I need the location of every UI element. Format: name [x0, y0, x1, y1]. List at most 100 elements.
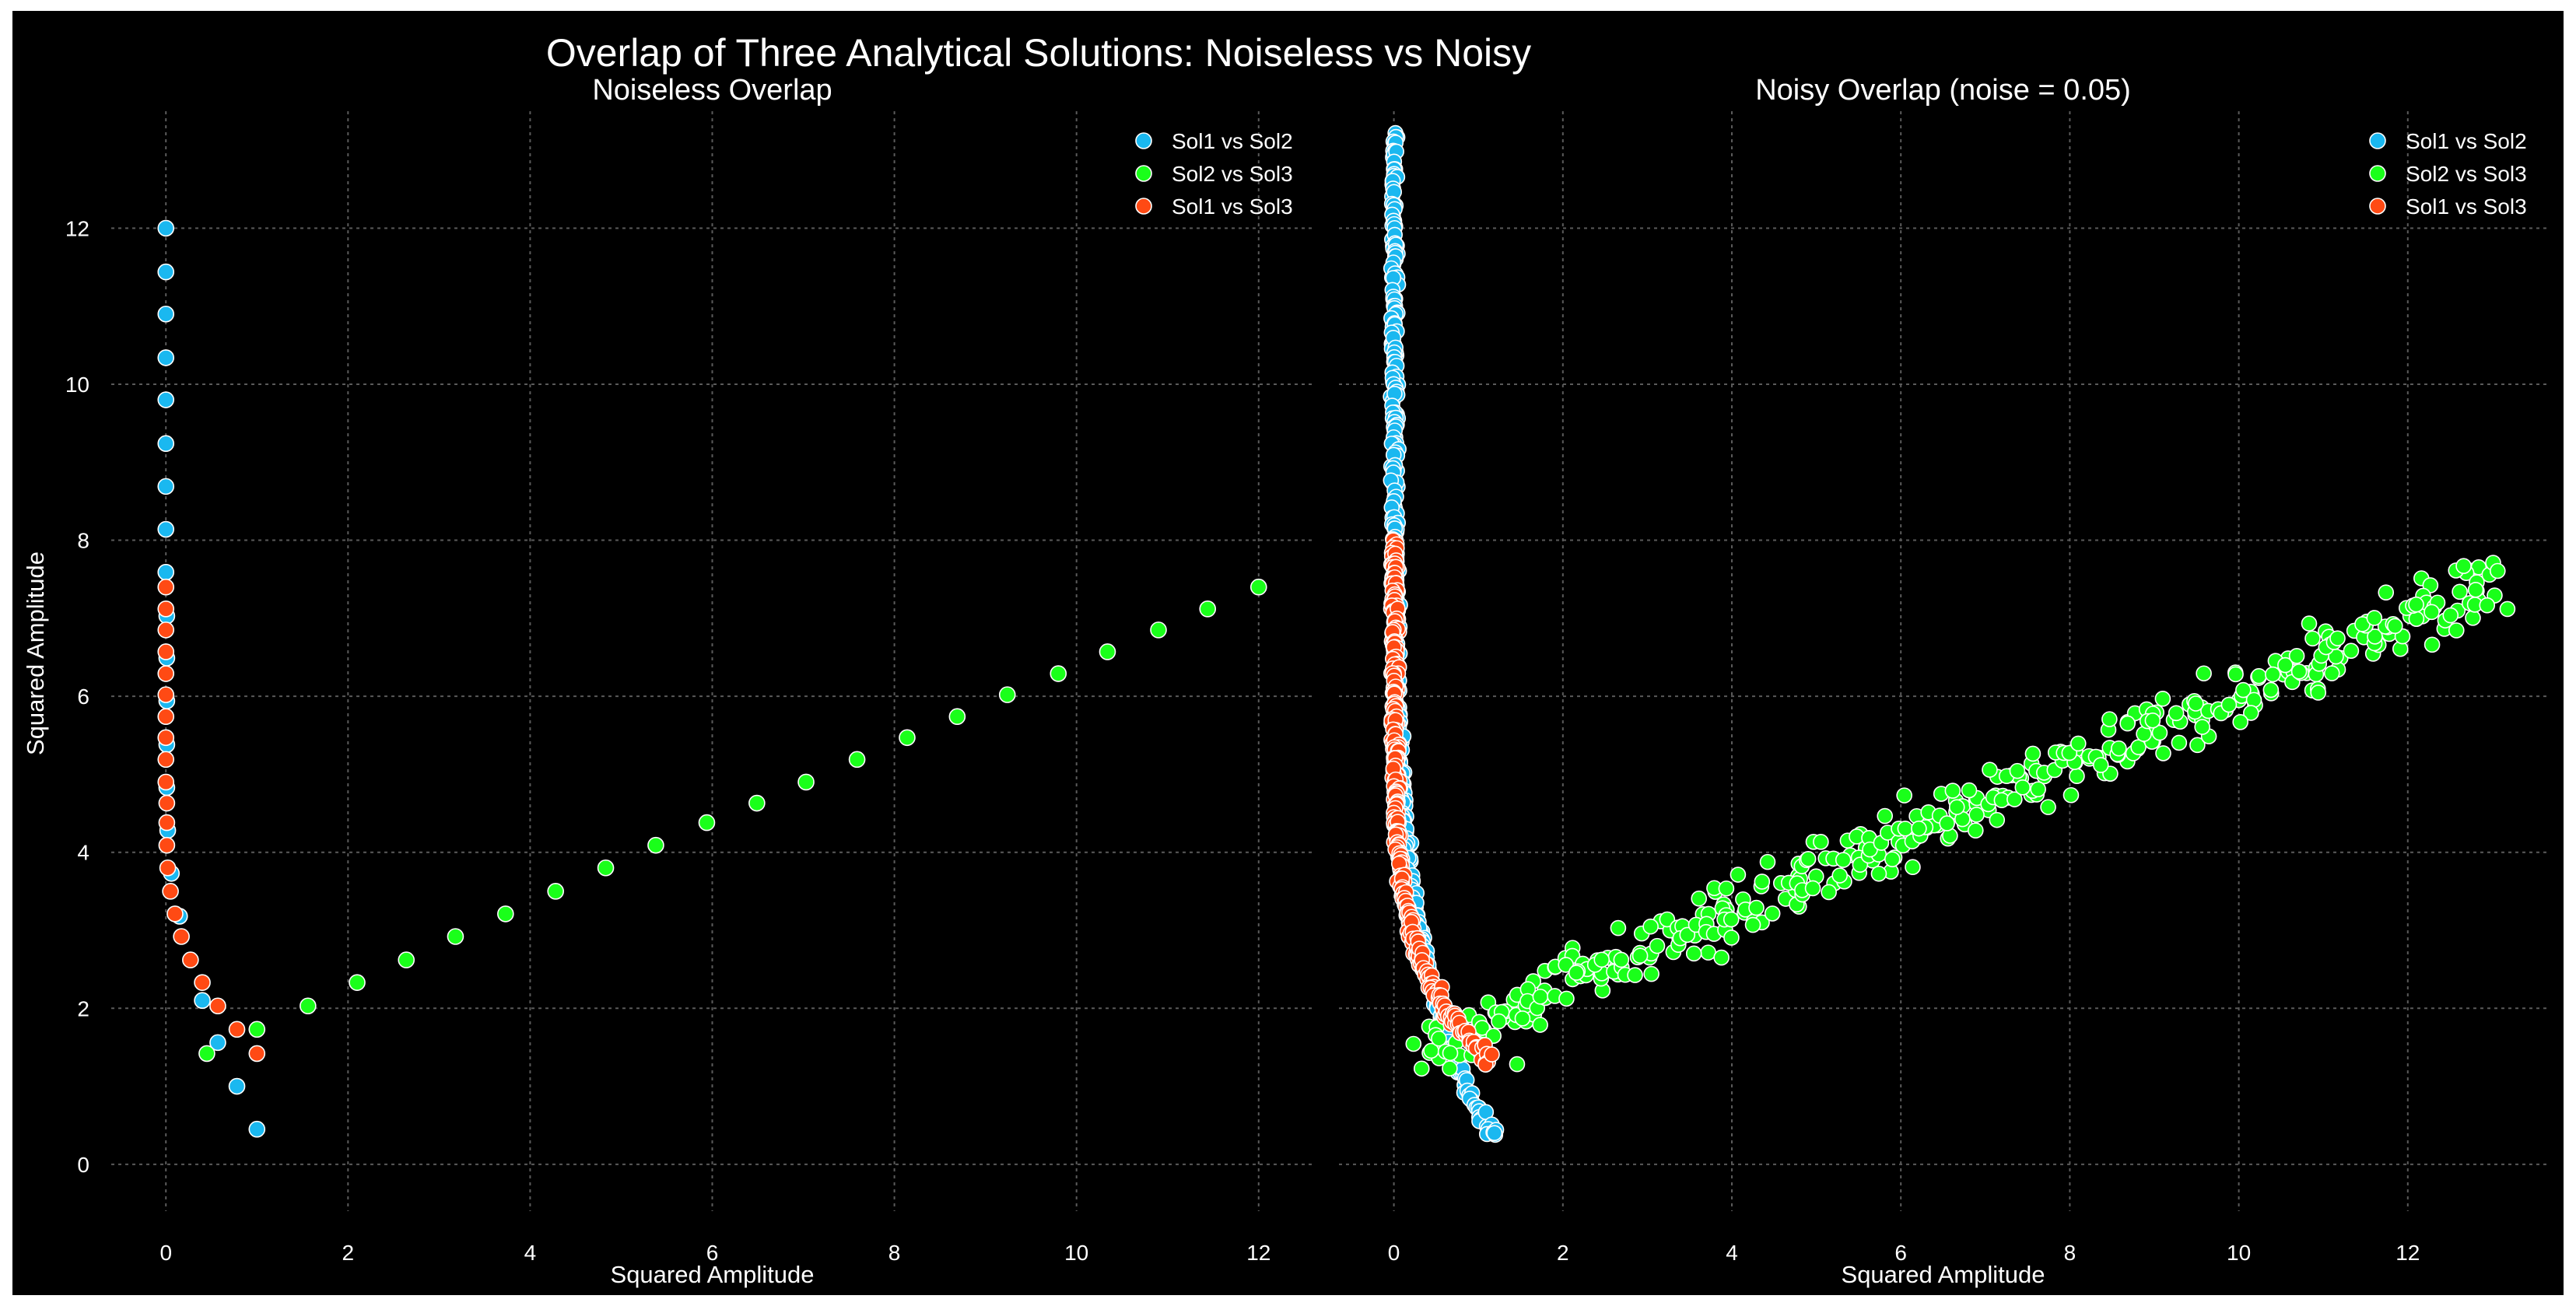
data-point — [157, 219, 175, 237]
data-point — [2111, 740, 2127, 757]
data-point — [1989, 811, 2006, 828]
data-point — [1835, 852, 1852, 868]
data-point — [2155, 745, 2171, 762]
data-point — [2304, 630, 2321, 647]
data-point — [157, 665, 175, 682]
data-point — [2171, 734, 2188, 751]
data-point — [497, 905, 514, 923]
x-tick-label: 0 — [1388, 1241, 1400, 1265]
data-point — [2101, 711, 2118, 727]
x-tick-label: 6 — [1894, 1241, 1907, 1265]
legend: Sol1 vs Sol2 Sol2 vs Sol3 Sol1 vs Sol3 — [1135, 129, 1293, 219]
data-point — [1442, 1045, 1459, 1062]
data-point — [1754, 874, 1771, 890]
data-point — [1484, 1046, 1500, 1063]
series-sol1-vs-sol2 — [157, 219, 266, 1138]
data-point — [1897, 820, 1914, 837]
y-tick-label: 12 — [65, 216, 89, 240]
data-point — [2366, 610, 2383, 626]
data-point — [157, 751, 175, 769]
data-point — [248, 1045, 266, 1063]
legend-marker-sol2-vs-sol3 — [2369, 165, 2386, 182]
data-point — [1150, 621, 1167, 639]
data-point — [1905, 859, 1921, 876]
data-point — [1050, 665, 1067, 682]
y-tick-label: 0 — [77, 1153, 89, 1177]
data-point — [2154, 690, 2171, 707]
x-tick-label: 2 — [342, 1241, 355, 1265]
data-point — [597, 859, 615, 877]
data-point — [1642, 918, 1659, 935]
data-point — [2006, 791, 2023, 807]
data-point — [1532, 1017, 1548, 1033]
data-point — [2227, 666, 2244, 683]
data-point — [2452, 583, 2468, 600]
data-point — [2130, 739, 2147, 755]
data-point — [1744, 916, 1761, 933]
data-point — [158, 794, 176, 812]
data-point — [748, 794, 766, 812]
data-point — [194, 992, 211, 1010]
data-point — [1631, 947, 1649, 964]
x-tick-label: 10 — [1064, 1241, 1088, 1265]
x-tick-label: 12 — [2396, 1241, 2420, 1265]
panel-title: Noiseless Overlap — [592, 74, 832, 107]
legend-marker-sol1-vs-sol2 — [1135, 132, 1152, 149]
data-point — [159, 859, 177, 877]
x-axis-label: Squared Amplitude — [611, 1261, 815, 1288]
data-point — [2424, 636, 2441, 653]
data-point — [698, 814, 716, 832]
legend-label-sol1-vs-sol2: Sol1 vs Sol2 — [2406, 129, 2527, 153]
x-tick-label: 8 — [2064, 1241, 2077, 1265]
series-sol1-vs-sol3 — [1383, 530, 1500, 1073]
data-point — [1568, 965, 1585, 981]
data-point — [2144, 712, 2161, 729]
data-point — [2264, 666, 2281, 683]
x-tick-label: 6 — [706, 1241, 719, 1265]
data-point — [157, 578, 175, 596]
data-point — [1939, 815, 1955, 832]
data-point — [1627, 967, 1643, 983]
x-tick-label: 12 — [1246, 1241, 1270, 1265]
data-point — [547, 883, 564, 900]
data-point — [1431, 1030, 1447, 1047]
data-point — [2063, 786, 2080, 804]
data-point — [2024, 745, 2042, 762]
data-point — [248, 1021, 266, 1038]
data-point — [1723, 911, 1740, 928]
data-point — [209, 1034, 226, 1052]
data-point — [2040, 799, 2056, 815]
data-point — [157, 305, 175, 323]
x-tick-label: 4 — [524, 1241, 537, 1265]
data-point — [2387, 618, 2403, 635]
data-point — [1821, 884, 1837, 901]
data-point — [1610, 919, 1627, 937]
data-point — [1713, 949, 1730, 966]
data-point — [166, 905, 184, 923]
series-sol2-vs-sol3 — [1405, 555, 2516, 1077]
data-point — [1659, 911, 1676, 928]
data-point — [2448, 622, 2465, 639]
data-point — [2092, 757, 2109, 773]
data-point — [157, 729, 175, 747]
data-point — [398, 951, 415, 968]
x-tick-label: 8 — [888, 1241, 901, 1265]
data-point — [209, 997, 226, 1015]
data-point — [1948, 799, 1965, 815]
data-point — [1685, 945, 1702, 962]
data-point — [2489, 562, 2506, 579]
data-point — [447, 928, 464, 945]
data-point — [1413, 1060, 1430, 1077]
legend-label-sol1-vs-sol2: Sol1 vs Sol2 — [1172, 129, 1293, 153]
data-point — [1679, 926, 1696, 944]
legend-label-sol1-vs-sol3: Sol1 vs Sol3 — [2406, 194, 2527, 219]
data-point — [157, 773, 175, 791]
data-point — [1831, 867, 1848, 884]
data-point — [1558, 990, 1575, 1007]
legend-marker-sol1-vs-sol3 — [2369, 198, 2386, 215]
data-point — [1486, 1125, 1503, 1142]
data-point — [2329, 630, 2346, 646]
data-point — [1764, 905, 1781, 922]
data-point — [2378, 584, 2395, 600]
data-point — [162, 883, 179, 900]
